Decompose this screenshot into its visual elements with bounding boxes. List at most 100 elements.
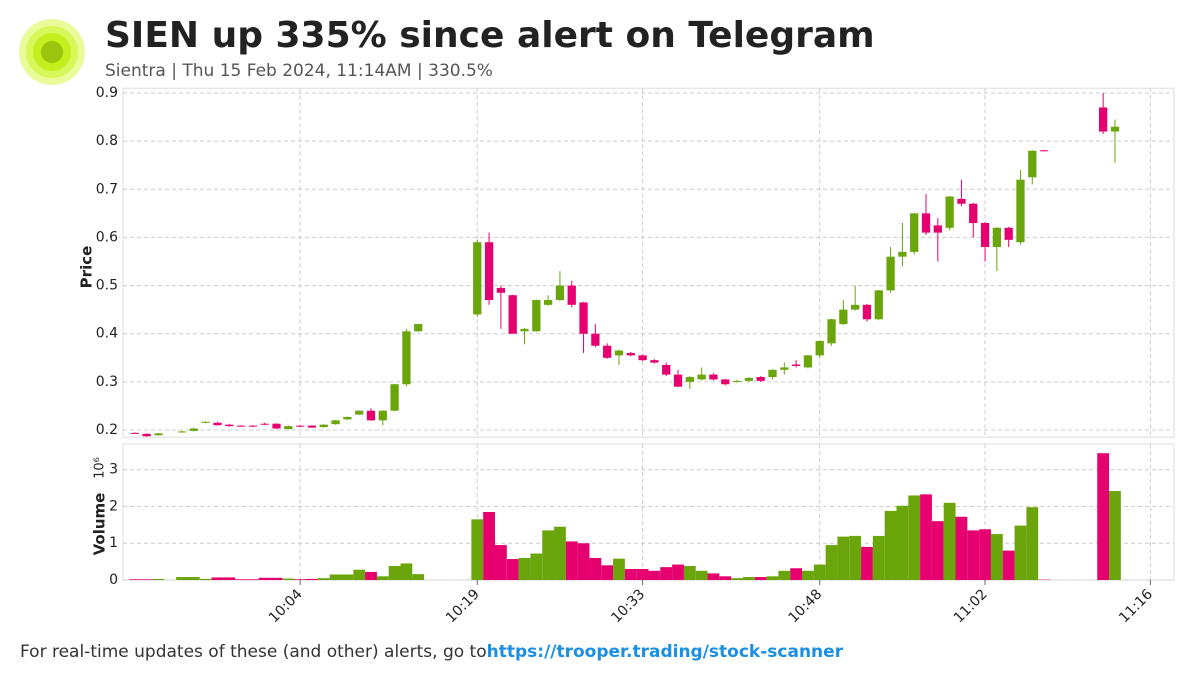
volume-bar bbox=[861, 546, 873, 580]
candle-body bbox=[142, 433, 151, 437]
candle-body bbox=[744, 377, 754, 381]
candle-body bbox=[331, 420, 340, 425]
candle-body bbox=[508, 295, 517, 334]
volume-bar bbox=[211, 577, 224, 580]
y-tick-label: 0.8 bbox=[96, 133, 118, 149]
candle-body bbox=[366, 410, 376, 421]
candle-body bbox=[177, 431, 187, 433]
candle-body bbox=[355, 410, 364, 415]
x-tick-label: 11:02 bbox=[951, 586, 991, 626]
footer-link-text[interactable]: https://trooper.trading/stock-scanner bbox=[487, 642, 844, 662]
volume-bar bbox=[577, 543, 590, 580]
candle-body bbox=[591, 333, 600, 346]
volume-bar bbox=[1002, 550, 1015, 580]
volume-bar bbox=[317, 578, 330, 580]
volume-bar bbox=[589, 557, 602, 580]
candle-body bbox=[626, 352, 635, 356]
volume-bar bbox=[282, 578, 295, 580]
y-tick-label: 0.6 bbox=[96, 229, 118, 245]
volume-bar bbox=[908, 495, 921, 580]
x-tick-label: 11:16 bbox=[1116, 586, 1156, 626]
volume-bar bbox=[376, 576, 389, 580]
x-tick-label: 10:33 bbox=[608, 586, 648, 626]
candle-body bbox=[213, 422, 222, 426]
candle-body bbox=[992, 227, 1001, 248]
candle-body bbox=[189, 428, 198, 431]
volume-bar bbox=[1097, 453, 1110, 580]
candle-body bbox=[1004, 227, 1013, 240]
candle-body bbox=[603, 345, 612, 358]
candle-body bbox=[945, 196, 954, 228]
candle-body bbox=[579, 302, 588, 334]
volume-bar bbox=[931, 521, 944, 580]
candle-body bbox=[898, 251, 907, 257]
volume-bar bbox=[1109, 491, 1121, 580]
candle-body bbox=[815, 340, 824, 356]
x-tick-label: 10:19 bbox=[443, 586, 483, 626]
volume-axis-label: Volume bbox=[91, 493, 109, 556]
volume-bar bbox=[754, 577, 767, 580]
volume-bar bbox=[613, 558, 625, 580]
candle-body bbox=[614, 350, 624, 356]
volume-bar bbox=[813, 564, 826, 580]
volume-bar bbox=[778, 570, 791, 580]
volume-bar bbox=[270, 577, 283, 580]
candle-body bbox=[673, 374, 683, 387]
candle-body bbox=[260, 423, 269, 425]
x-tick-label: 10:48 bbox=[786, 586, 826, 626]
candle-body bbox=[201, 421, 210, 423]
volume-bar bbox=[223, 577, 236, 580]
candle-body bbox=[756, 377, 765, 381]
candle-body bbox=[1110, 126, 1120, 132]
candle-body bbox=[980, 222, 990, 248]
footer-link[interactable]: https://trooper.trading/stock-scanner bbox=[487, 642, 844, 662]
volume-bar bbox=[601, 565, 614, 580]
volume-bar bbox=[731, 578, 743, 580]
candle-body bbox=[768, 369, 777, 378]
candle-body bbox=[921, 213, 931, 233]
volume-bar bbox=[518, 557, 531, 580]
candle-body bbox=[296, 425, 305, 427]
candle-body bbox=[225, 424, 234, 427]
candle-body bbox=[874, 290, 883, 320]
y-tick-label: 0.7 bbox=[96, 181, 118, 197]
candle-body bbox=[555, 285, 565, 301]
volume-bar bbox=[896, 505, 909, 580]
candle-body bbox=[567, 285, 576, 305]
volume-bar bbox=[719, 576, 732, 580]
volume-bar bbox=[872, 535, 885, 580]
candle-body bbox=[851, 304, 860, 310]
candle-body bbox=[248, 425, 258, 427]
volume-bar bbox=[849, 535, 862, 580]
candle-body bbox=[638, 355, 647, 361]
volume-bar bbox=[353, 569, 366, 580]
candle-body bbox=[319, 424, 328, 428]
volume-bar bbox=[542, 530, 555, 580]
volume-bar bbox=[825, 545, 838, 580]
y-tick-label: 0.3 bbox=[96, 374, 118, 390]
price-frame bbox=[122, 87, 1175, 438]
volume-bar bbox=[258, 577, 271, 580]
candle-body bbox=[697, 374, 706, 380]
volume-bar bbox=[400, 563, 413, 580]
volume-bar bbox=[1014, 525, 1027, 580]
volume-bar bbox=[199, 578, 212, 580]
volume-bar bbox=[955, 516, 968, 580]
candle-body bbox=[1028, 150, 1037, 178]
volume-tick-label: 0 bbox=[109, 572, 118, 588]
candle-body bbox=[803, 355, 813, 368]
candle-body bbox=[1099, 107, 1108, 132]
volume-bar bbox=[294, 579, 307, 580]
candle-body bbox=[662, 364, 671, 375]
volume-bar bbox=[187, 577, 200, 580]
volume-bar bbox=[471, 519, 484, 580]
candle-body bbox=[473, 242, 482, 315]
candle-body bbox=[827, 319, 836, 344]
candle-body bbox=[732, 380, 742, 382]
candle-body bbox=[402, 331, 411, 385]
candle-body bbox=[1039, 150, 1049, 152]
volume-bar bbox=[648, 570, 661, 580]
candle-body bbox=[933, 225, 942, 233]
volume-bar bbox=[672, 564, 684, 580]
